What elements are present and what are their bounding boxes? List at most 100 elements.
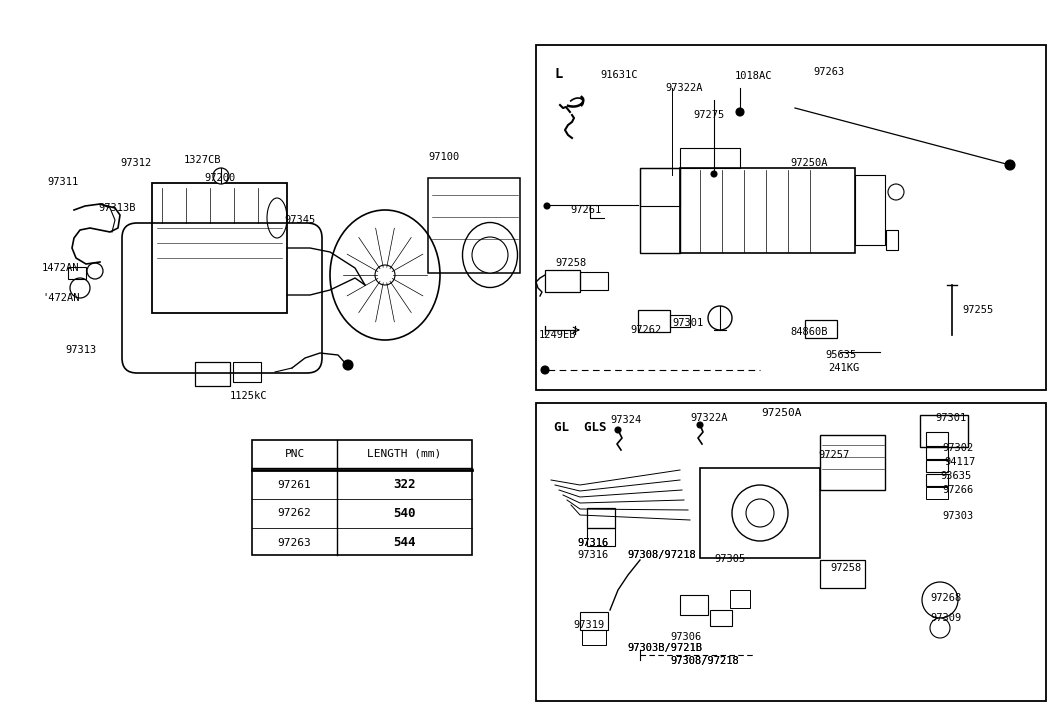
Circle shape [930, 618, 950, 638]
Bar [680, 168, 855, 253]
Text: 97100: 97100 [428, 152, 459, 162]
Text: 97261: 97261 [277, 480, 311, 489]
Bar [926, 460, 948, 472]
Bar [233, 362, 261, 382]
Text: 97308/97218: 97308/97218 [627, 550, 696, 560]
Text: 540: 540 [393, 507, 416, 520]
Text: 97312: 97312 [120, 158, 151, 168]
Text: 97316: 97316 [577, 538, 608, 548]
Bar [536, 403, 1046, 701]
Text: 322: 322 [393, 478, 416, 491]
Text: 97258: 97258 [830, 563, 861, 573]
Bar [885, 230, 898, 250]
Circle shape [697, 422, 703, 428]
Bar [670, 315, 690, 327]
Text: 241KG: 241KG [828, 363, 859, 373]
Bar [580, 612, 608, 630]
Text: 97255: 97255 [962, 305, 993, 315]
Text: 97302: 97302 [942, 443, 974, 453]
Text: 544: 544 [393, 536, 416, 549]
Circle shape [375, 265, 395, 285]
Text: 97257: 97257 [819, 450, 849, 460]
Text: 97263: 97263 [813, 67, 844, 77]
Text: 97306: 97306 [670, 632, 702, 642]
Bar [926, 474, 948, 486]
Bar [820, 435, 885, 490]
Circle shape [732, 485, 788, 541]
Circle shape [1005, 160, 1015, 170]
Text: LENGTH (mm): LENGTH (mm) [368, 449, 441, 459]
Text: 94117: 94117 [944, 457, 975, 467]
Text: 84860B: 84860B [790, 327, 827, 337]
Text: 97313B: 97313B [98, 203, 135, 213]
Bar [640, 168, 680, 253]
Text: 97303B/9721B: 97303B/9721B [627, 643, 702, 653]
Bar [640, 168, 680, 206]
Text: 97262: 97262 [630, 325, 661, 335]
Text: 1472AN: 1472AN [43, 263, 80, 273]
Text: 97303B/9721B: 97303B/9721B [627, 643, 702, 653]
Bar [583, 630, 606, 645]
Text: '472AN: '472AN [43, 293, 80, 303]
Text: L: L [554, 67, 562, 81]
Circle shape [711, 171, 718, 177]
Text: 95635: 95635 [825, 350, 857, 360]
Bar [428, 178, 520, 273]
Circle shape [736, 108, 744, 116]
Circle shape [87, 263, 103, 279]
Bar [587, 508, 615, 528]
Text: 97305: 97305 [714, 554, 745, 564]
Text: 91631C: 91631C [600, 70, 638, 80]
Text: 97275: 97275 [693, 110, 724, 120]
Text: 97322A: 97322A [665, 83, 703, 93]
Text: 97308/97218: 97308/97218 [670, 656, 739, 666]
Bar [701, 468, 820, 558]
Bar [710, 610, 732, 626]
Circle shape [615, 427, 621, 433]
Bar [820, 560, 865, 588]
Text: PNC: PNC [285, 449, 305, 459]
Bar [805, 320, 837, 338]
Text: 97309: 97309 [930, 613, 961, 623]
Text: 97200: 97200 [204, 173, 235, 183]
Text: GL  GLS: GL GLS [554, 421, 607, 434]
Text: 97262: 97262 [277, 508, 311, 518]
Bar [587, 528, 615, 546]
Bar [680, 148, 740, 168]
Circle shape [746, 499, 774, 527]
Bar [545, 270, 580, 292]
Text: 93635: 93635 [940, 471, 972, 481]
Text: 1125kC: 1125kC [230, 391, 268, 401]
Circle shape [70, 278, 90, 298]
Text: 97322A: 97322A [690, 413, 727, 423]
Text: 97313: 97313 [65, 345, 97, 355]
Bar [680, 595, 708, 615]
Text: 97250A: 97250A [761, 408, 802, 418]
Circle shape [888, 184, 904, 200]
Text: 97319: 97319 [573, 620, 604, 630]
Text: 97258: 97258 [555, 258, 587, 268]
Bar [580, 272, 608, 290]
Text: 1249EB: 1249EB [539, 330, 576, 340]
Bar [195, 362, 230, 386]
Text: 97316: 97316 [577, 538, 608, 548]
Bar [152, 183, 287, 313]
Bar [536, 45, 1046, 390]
Bar [919, 415, 968, 447]
Text: 97266: 97266 [942, 485, 974, 495]
Text: 97311: 97311 [47, 177, 79, 187]
Text: 97308/97218: 97308/97218 [627, 550, 696, 560]
Bar [855, 175, 885, 245]
Text: 1018AC: 1018AC [735, 71, 773, 81]
Bar [926, 487, 948, 499]
Text: 97316: 97316 [577, 550, 608, 560]
Circle shape [544, 203, 550, 209]
Circle shape [541, 366, 549, 374]
Circle shape [708, 306, 732, 330]
Text: 97250A: 97250A [790, 158, 827, 168]
Text: 97263: 97263 [277, 537, 311, 547]
Circle shape [343, 360, 353, 370]
Text: 97301: 97301 [935, 413, 966, 423]
Bar [638, 310, 670, 332]
Text: 97324: 97324 [610, 415, 641, 425]
